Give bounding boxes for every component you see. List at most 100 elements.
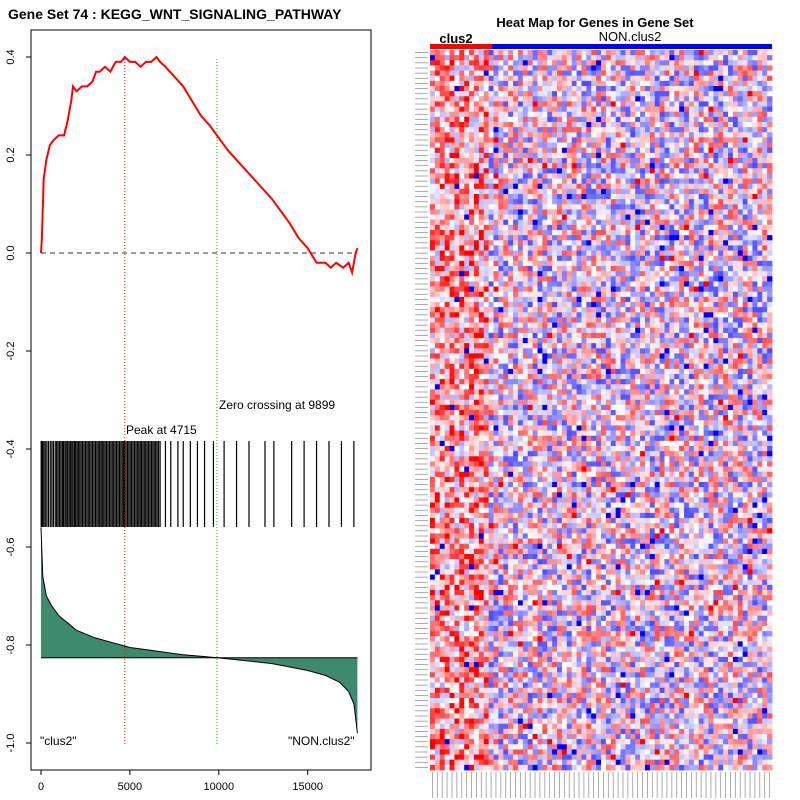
heatmap-cell: [454, 65, 460, 71]
heatmap-cell: [561, 199, 568, 205]
heatmap-cell: [581, 132, 587, 138]
heatmap-cell: [493, 80, 499, 87]
heatmap-cell: [581, 358, 587, 365]
heatmap-cell: [713, 147, 719, 154]
heatmap-cell: [610, 96, 617, 102]
heatmap-cell: [478, 163, 485, 169]
heatmap-cell: [493, 276, 499, 282]
heatmap-cell: [732, 137, 739, 143]
heatmap-cell: [674, 296, 680, 303]
heatmap-cell: [591, 122, 597, 128]
heatmap-cell: [693, 296, 700, 303]
heatmap-cell: [728, 389, 734, 395]
heatmap-cell: [644, 55, 651, 61]
heatmap-cell: [439, 286, 446, 293]
heatmap-cell: [430, 194, 436, 200]
heatmap-cell: [488, 106, 494, 113]
heatmap-cell: [601, 276, 607, 282]
heatmap-cell: [478, 224, 485, 231]
heatmap-cell: [434, 199, 441, 205]
heatmap-cell: [669, 194, 675, 200]
heatmap-cell: [708, 80, 714, 87]
heatmap-cell: [469, 86, 475, 92]
heatmap-cell: [620, 245, 626, 251]
heatmap-cell: [537, 194, 543, 200]
heatmap-cell: [557, 317, 563, 323]
heatmap-cell: [498, 322, 504, 329]
heatmap-cell: [469, 348, 475, 354]
heatmap-cell: [483, 353, 490, 359]
heatmap-cell: [649, 75, 656, 82]
heatmap-cell: [517, 374, 524, 380]
heatmap-cell: [459, 276, 465, 282]
heatmap-cell: [473, 379, 480, 385]
heatmap-cell: [640, 101, 646, 107]
heatmap-cell: [688, 276, 695, 282]
heatmap-cell: [571, 168, 577, 174]
heatmap-cell: [434, 127, 441, 133]
heatmap-cell: [669, 307, 675, 313]
heatmap-cell: [454, 122, 460, 128]
heatmap-cell: [464, 235, 470, 241]
heatmap-cell: [557, 224, 563, 231]
heatmap-cell: [640, 65, 646, 71]
heatmap-cell: [669, 163, 675, 169]
heatmap-cell: [693, 168, 700, 174]
heatmap-cell: [566, 209, 573, 215]
heatmap-cell: [537, 60, 543, 66]
heatmap-cell: [576, 317, 582, 323]
heatmap-cell: [757, 96, 763, 102]
heatmap-cell: [752, 152, 758, 159]
heatmap-cell: [742, 75, 748, 82]
heatmap-cell: [591, 188, 597, 195]
heatmap-cell: [747, 199, 753, 205]
heatmap-cell: [586, 399, 592, 406]
heatmap-cell: [503, 70, 509, 77]
heatmap-cell: [635, 230, 641, 236]
heatmap-cell: [610, 158, 617, 164]
heatmap-cell: [522, 86, 529, 92]
heatmap-cell: [503, 353, 509, 359]
heatmap-cell: [703, 75, 709, 82]
heatmap-cell: [684, 276, 690, 282]
heatmap-cell: [762, 338, 768, 344]
heatmap-cell: [732, 281, 739, 287]
heatmap-cell: [444, 178, 450, 185]
heatmap-cell: [527, 163, 533, 169]
heatmap-cell: [640, 245, 646, 251]
heatmap-cell: [674, 80, 680, 87]
heatmap-cell: [552, 183, 558, 190]
heatmap-cell: [669, 86, 675, 92]
heatmap-cell: [640, 235, 646, 241]
heatmap-cell: [483, 332, 490, 339]
heatmap-cell: [444, 291, 450, 298]
heatmap-cell: [493, 219, 499, 226]
heatmap-cell: [571, 260, 577, 267]
heatmap-cell: [635, 348, 641, 354]
heatmap-cell: [469, 204, 475, 210]
heatmap-cell: [684, 173, 690, 179]
heatmap-cell: [620, 183, 626, 190]
heatmap-cell: [464, 327, 470, 334]
heatmap-cell: [557, 75, 563, 82]
heatmap-cell: [464, 348, 470, 354]
heatmap-cell: [571, 358, 577, 365]
heatmap-cell: [552, 338, 558, 344]
heatmap-cell: [654, 91, 661, 97]
heatmap-cell: [718, 338, 724, 344]
heatmap-cell: [576, 101, 582, 107]
heatmap-cell: [625, 50, 631, 56]
heatmap-cell: [464, 332, 470, 339]
heatmap-cell: [498, 394, 504, 401]
heatmap-cell: [522, 55, 529, 61]
heatmap-cell: [640, 276, 646, 282]
heatmap-cell: [732, 276, 739, 282]
heatmap-cell: [591, 245, 597, 251]
heatmap-cell: [698, 152, 704, 159]
heatmap-cell: [430, 286, 436, 293]
heatmap-cell: [640, 55, 646, 61]
heatmap-cell: [703, 168, 709, 174]
heatmap-cell: [703, 368, 709, 375]
heatmap-cell: [718, 60, 724, 66]
heatmap-cell: [557, 266, 563, 272]
